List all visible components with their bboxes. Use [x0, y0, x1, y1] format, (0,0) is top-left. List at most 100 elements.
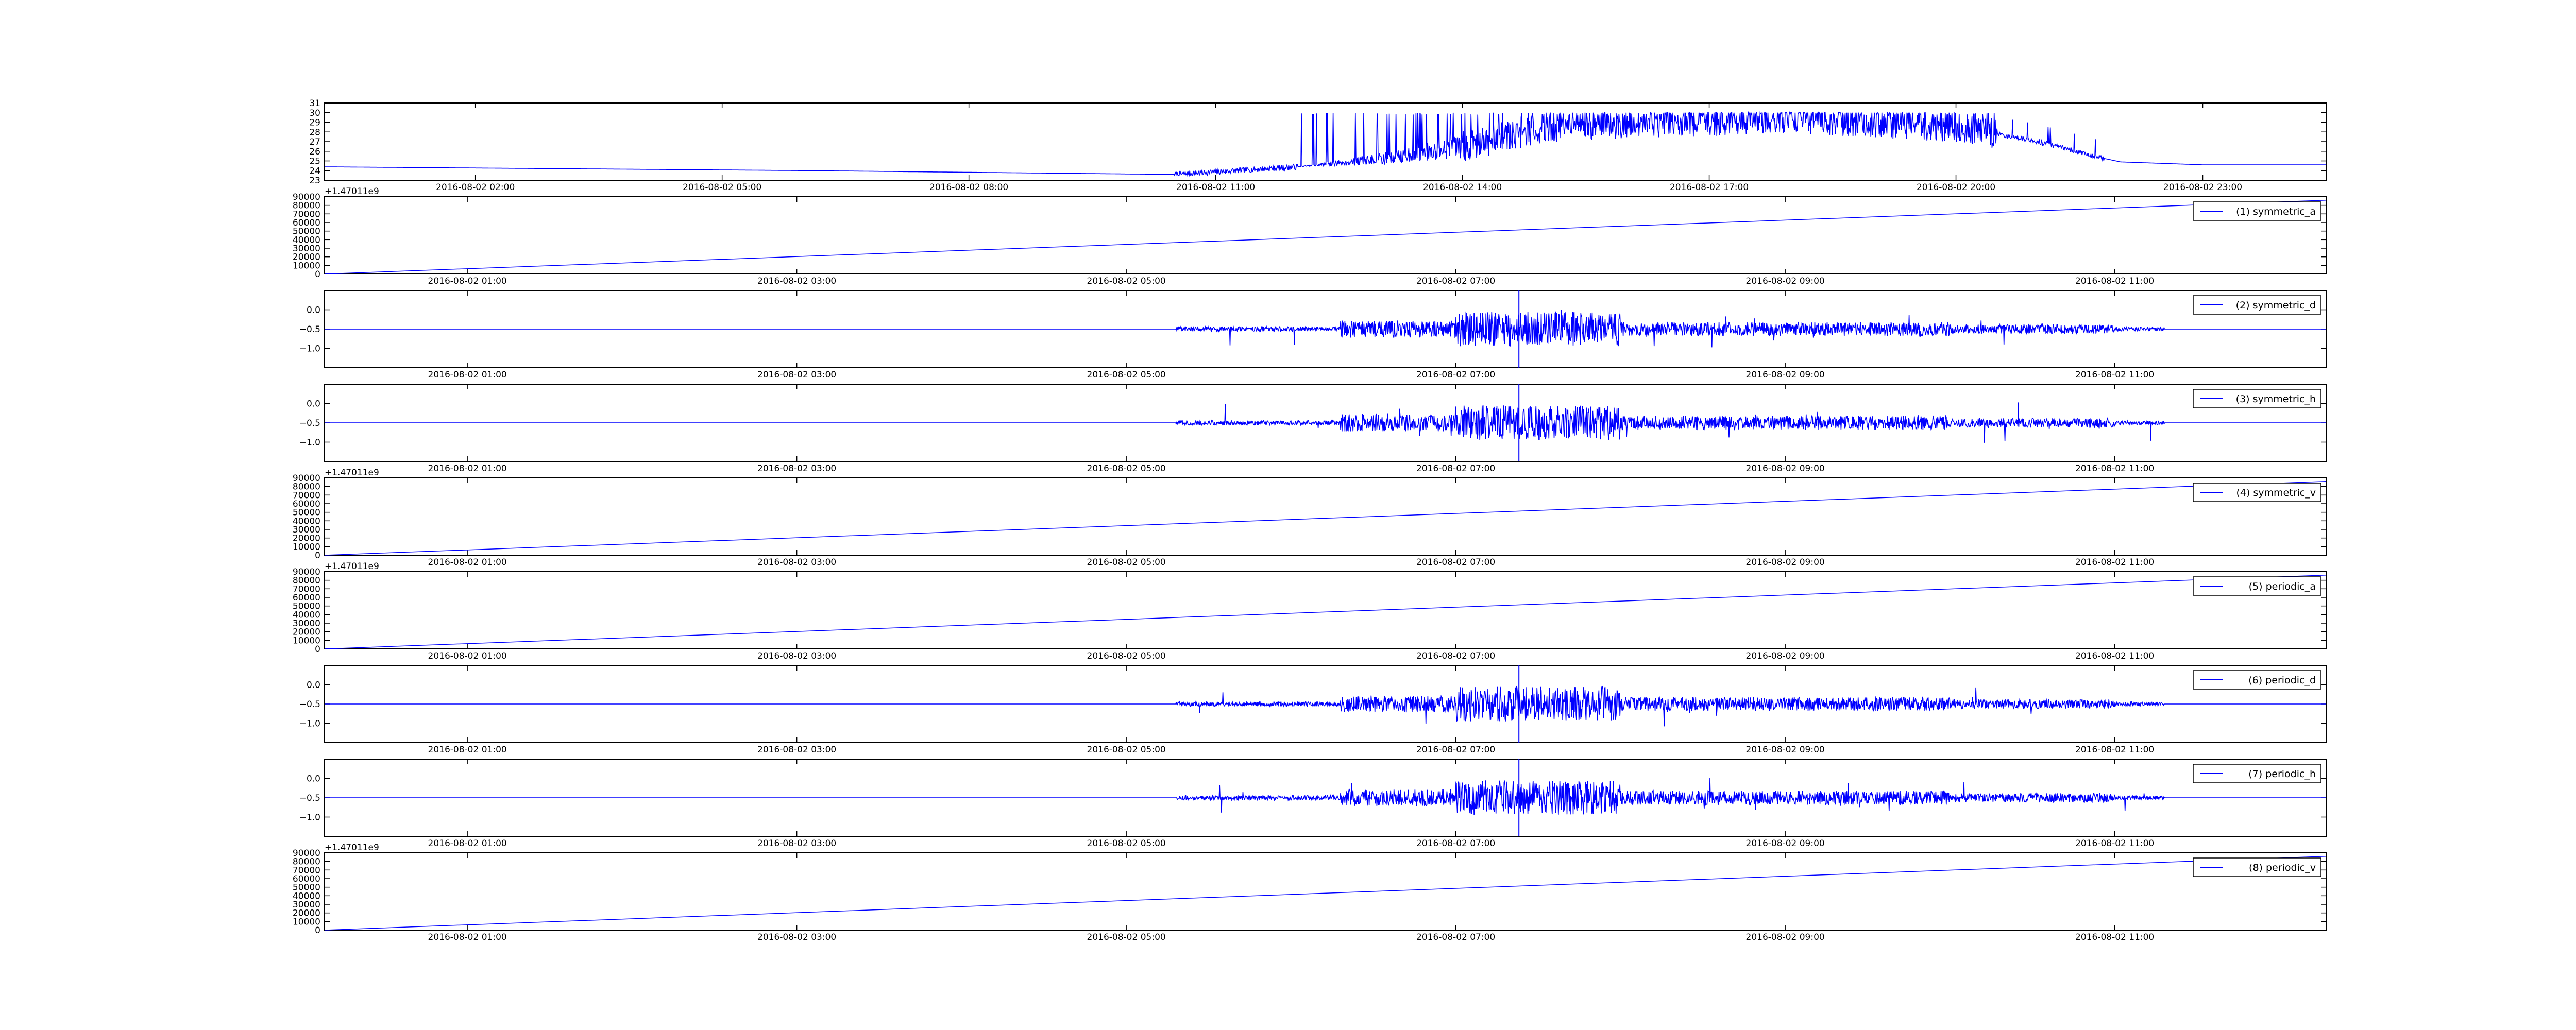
y-tick-label: −1.0 — [299, 438, 320, 448]
y-tick-label: 0 — [315, 551, 320, 561]
x-tick-label: 2016-08-02 01:00 — [428, 838, 507, 849]
y-tick-label: 27 — [309, 137, 320, 147]
x-tick-label: 2016-08-02 03:00 — [757, 464, 836, 474]
x-tick-label: 2016-08-02 03:00 — [757, 838, 836, 849]
y-tick-label: 80000 — [293, 857, 320, 867]
y-tick-label: −1.0 — [299, 344, 320, 354]
x-tick-label: 2016-08-02 05:00 — [1087, 932, 1166, 942]
x-tick-label: 2016-08-02 09:00 — [1746, 276, 1825, 286]
x-tick-label: 2016-08-02 14:00 — [1423, 182, 1502, 193]
legend-label: (3) symmetric_h — [2236, 393, 2316, 405]
x-tick-label: 2016-08-02 01:00 — [428, 651, 507, 661]
series-line — [324, 574, 2327, 649]
y-tick-label: 60000 — [293, 499, 320, 509]
y-tick-label: −0.5 — [299, 793, 320, 803]
chart-panel-8: −1.0 −0.5 0.0 2016-08-02 01:00 2016-08-02 03… — [299, 759, 2327, 849]
x-tick-label: 2016-08-02 09:00 — [1746, 745, 1825, 755]
offset-label: +1.47011e9 — [325, 561, 379, 572]
y-tick-label: 50000 — [293, 508, 320, 518]
x-tick-label: 2016-08-02 05:00 — [1087, 838, 1166, 849]
y-tick-label: 26 — [309, 147, 320, 157]
y-tick-label: −1.0 — [299, 719, 320, 729]
y-tick-label: 30000 — [293, 900, 320, 910]
x-tick-label: 2016-08-02 01:00 — [428, 745, 507, 755]
x-tick-label: 2016-08-02 11:00 — [2075, 932, 2154, 942]
x-tick-label: 2016-08-02 07:00 — [1416, 370, 1495, 380]
y-tick-label: −0.5 — [299, 418, 320, 428]
x-tick-label: 2016-08-02 09:00 — [1746, 838, 1825, 849]
x-tick-label: 2016-08-02 03:00 — [757, 745, 836, 755]
y-tick-label: 70000 — [293, 584, 320, 594]
series-line — [324, 480, 2327, 556]
x-tick-label: 2016-08-02 20:00 — [1917, 182, 1995, 193]
x-tick-label: 2016-08-02 11:00 — [2075, 557, 2154, 568]
y-tick-label: 80000 — [293, 576, 320, 586]
chart-panel-7: −1.0 −0.5 0.0 2016-08-02 01:00 2016-08-02 03… — [299, 665, 2327, 755]
x-tick-label: 2016-08-02 01:00 — [428, 276, 507, 286]
y-tick-label: −1.0 — [299, 813, 320, 823]
x-tick-label: 2016-08-02 17:00 — [1670, 182, 1749, 193]
x-tick-label: 2016-08-02 23:00 — [2163, 182, 2242, 193]
y-tick-label: 50000 — [293, 227, 320, 237]
x-tick-label: 2016-08-02 09:00 — [1746, 370, 1825, 380]
legend: (2) symmetric_d — [2193, 295, 2321, 315]
x-tick-label: 2016-08-02 07:00 — [1416, 745, 1495, 755]
x-tick-label: 2016-08-02 05:00 — [1087, 370, 1166, 380]
x-tick-label: 2016-08-02 05:00 — [1087, 464, 1166, 474]
chart-panel-5: 0100002000030000400005000060000700008000… — [293, 468, 2327, 568]
offset-label: +1.47011e9 — [325, 843, 379, 853]
y-tick-label: 40000 — [293, 610, 320, 620]
y-tick-label: 0.0 — [307, 399, 320, 409]
y-tick-label: 90000 — [293, 192, 320, 202]
plot-area — [324, 571, 2327, 649]
x-tick-label: 2016-08-02 09:00 — [1746, 932, 1825, 942]
y-tick-label: 90000 — [293, 473, 320, 484]
legend: (7) periodic_h — [2193, 764, 2321, 783]
y-tick-label: 10000 — [293, 636, 320, 646]
y-tick-label: 0 — [315, 644, 320, 655]
x-tick-label: 2016-08-02 09:00 — [1746, 464, 1825, 474]
chart-panel-9: 0100002000030000400005000060000700008000… — [293, 843, 2327, 942]
x-tick-label: 2016-08-02 01:00 — [428, 370, 507, 380]
legend: (6) periodic_d — [2193, 670, 2321, 690]
y-tick-label: 0.0 — [307, 305, 320, 316]
x-tick-label: 2016-08-02 07:00 — [1416, 838, 1495, 849]
x-tick-label: 2016-08-02 07:00 — [1416, 464, 1495, 474]
y-tick-label: 10000 — [293, 917, 320, 927]
y-tick-label: 40000 — [293, 891, 320, 901]
series-line — [324, 199, 2327, 274]
x-tick-label: 2016-08-02 07:00 — [1416, 276, 1495, 286]
x-tick-label: 2016-08-02 05:00 — [1087, 745, 1166, 755]
y-tick-label: −0.5 — [299, 324, 320, 335]
x-tick-label: 2016-08-02 11:00 — [1176, 182, 1255, 193]
legend: (8) periodic_v — [2193, 857, 2321, 877]
y-tick-label: 28 — [309, 127, 320, 138]
x-tick-label: 2016-08-02 07:00 — [1416, 651, 1495, 661]
y-tick-label: 30000 — [293, 244, 320, 254]
y-tick-label: 10000 — [293, 261, 320, 271]
x-tick-label: 2016-08-02 08:00 — [929, 182, 1008, 193]
y-tick-label: 20000 — [293, 252, 320, 263]
x-tick-label: 2016-08-02 11:00 — [2075, 745, 2154, 755]
y-tick-label: 20000 — [293, 908, 320, 919]
y-tick-label: 20000 — [293, 534, 320, 544]
y-tick-label: 24 — [309, 166, 320, 176]
legend: (4) symmetric_v — [2193, 483, 2321, 502]
y-tick-label: 23 — [309, 176, 320, 186]
x-tick-label: 2016-08-02 07:00 — [1416, 557, 1495, 568]
legend: (3) symmetric_h — [2193, 389, 2321, 408]
x-tick-label: 2016-08-02 02:00 — [436, 182, 515, 193]
y-tick-label: 50000 — [293, 602, 320, 612]
x-tick-label: 2016-08-02 03:00 — [757, 651, 836, 661]
x-tick-label: 2016-08-02 11:00 — [2075, 276, 2154, 286]
x-tick-label: 2016-08-02 01:00 — [428, 557, 507, 568]
legend-label: (6) periodic_d — [2248, 675, 2316, 686]
y-tick-label: 90000 — [293, 848, 320, 859]
chart-panel-3: −1.0 −0.5 0.0 2016-08-02 01:00 2016-08-02 03… — [299, 290, 2327, 380]
y-tick-label: 90000 — [293, 567, 320, 577]
y-tick-label: 20000 — [293, 627, 320, 638]
legend-label: (8) periodic_v — [2249, 862, 2316, 873]
legend-label: (7) periodic_h — [2248, 768, 2316, 780]
y-tick-label: 0.0 — [307, 774, 320, 784]
